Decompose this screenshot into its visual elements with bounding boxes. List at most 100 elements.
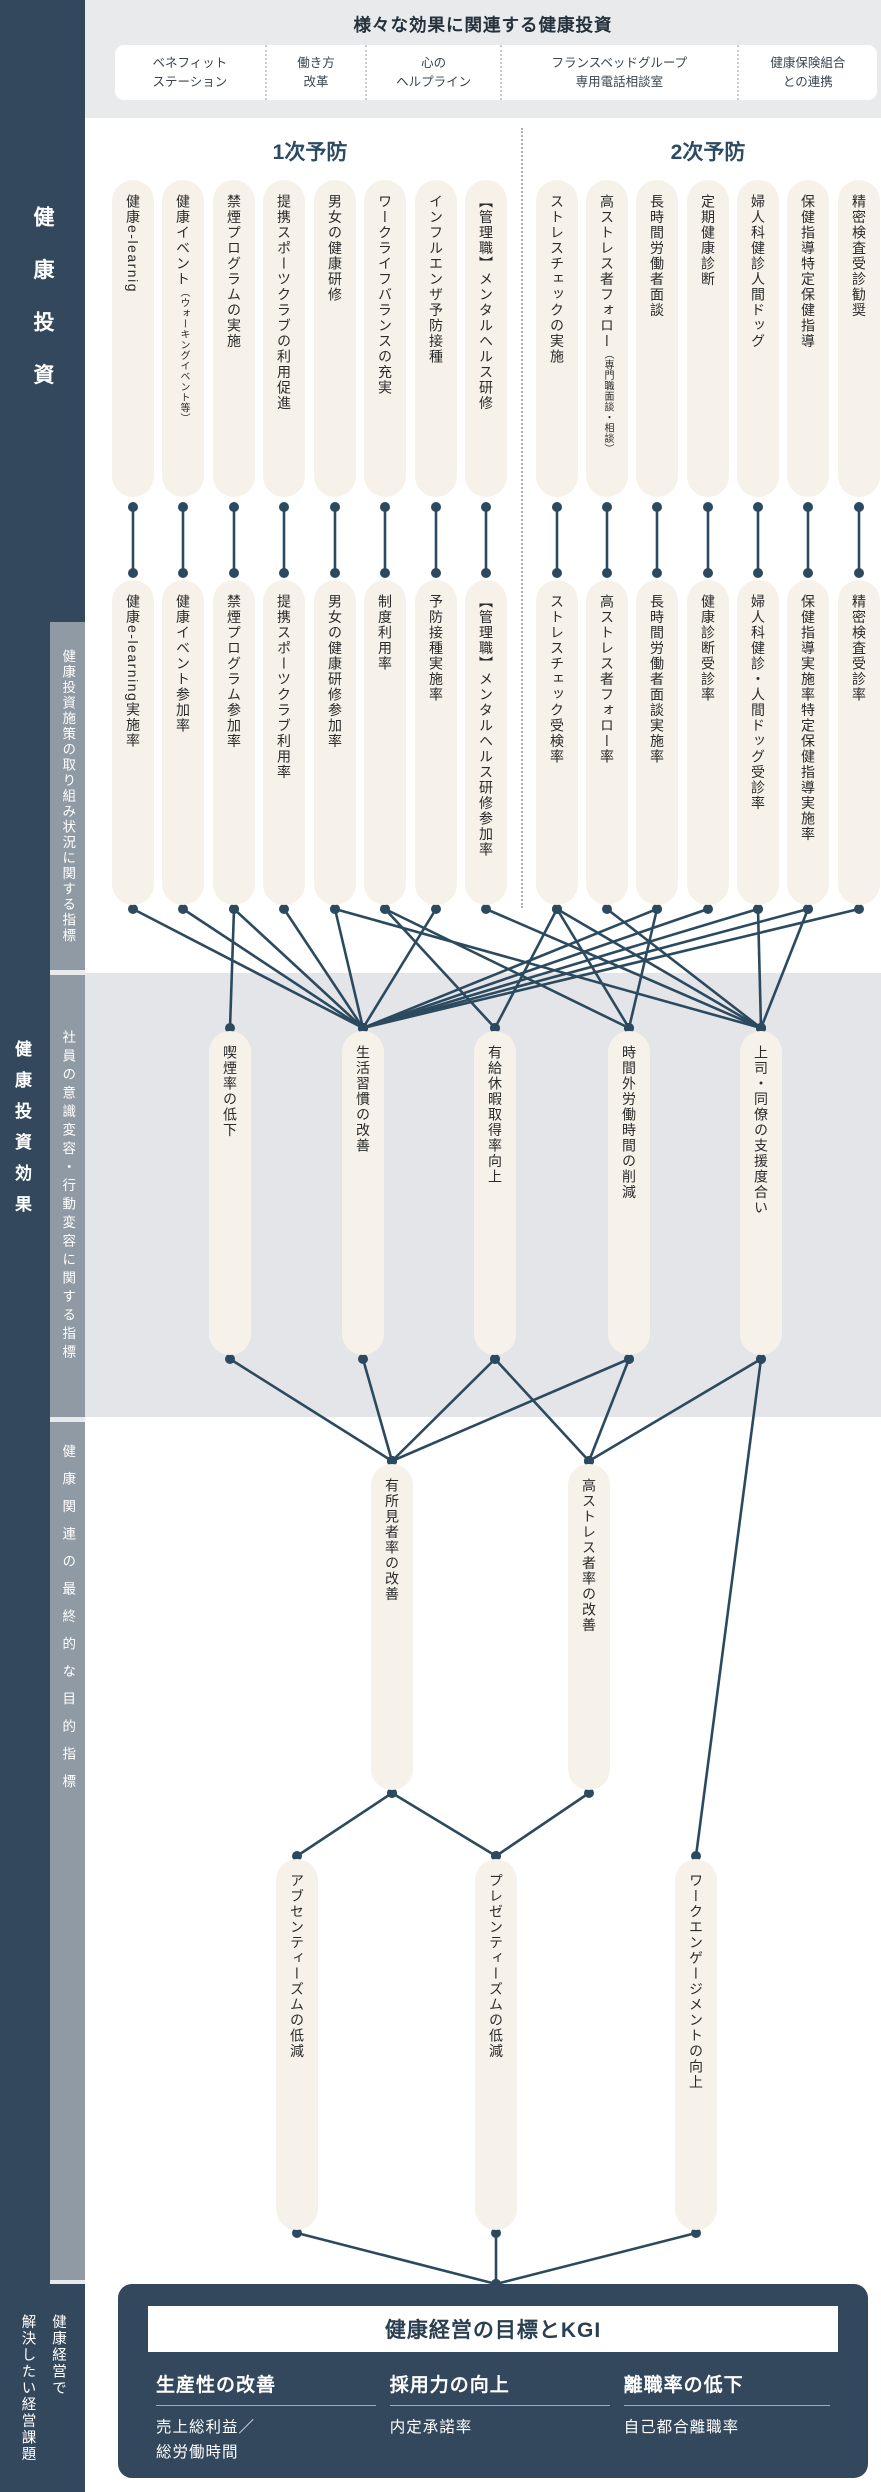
flow-edge-c5-e3 [694, 1358, 763, 1857]
edge-dot [330, 568, 340, 578]
flow-node-b4: 提携スポーツクラブ利用率 [263, 580, 305, 905]
edge-dot [380, 502, 390, 512]
flow-edge-b9-c5 [556, 907, 762, 1030]
flow-node-label: 定期健康診断 [700, 194, 717, 287]
edge-dot [691, 1851, 701, 1861]
edge-dot [490, 1354, 500, 1364]
flow-edge-b6-c3 [384, 908, 496, 1029]
flow-node-c3: 有給休暇取得率向上 [474, 1031, 516, 1355]
flow-node-label: 保健指導特定保健指導 [800, 194, 817, 349]
flow-node-label: 精密検査受診率 [851, 594, 868, 703]
flow-edge-c5-d2 [588, 1357, 762, 1463]
flow-node-e2: プレゼンティーズムの低減 [475, 1859, 517, 2230]
flow-edge-d1-e1 [296, 1791, 393, 1858]
flow-node-label: 長時間労働者面談 [649, 194, 666, 318]
flow-node-a11: 長時間労働者面談 [636, 180, 678, 497]
kgi-heading: 離職率の低下 [623, 2370, 831, 2406]
flow-node-b5: 男女の健康研修参加率 [314, 580, 356, 905]
edge-dot [491, 1851, 501, 1861]
edge-dot [358, 1354, 368, 1364]
flow-node-label: 精密検査受診勧奨 [851, 194, 868, 318]
kgi-heading: 採用力の向上 [389, 2370, 610, 2406]
page-title: 様々な効果に関連する健康投資 [353, 15, 613, 35]
flow-edge-d1-e2 [391, 1791, 497, 1858]
flow-node-a12: 定期健康診断 [687, 180, 729, 497]
flow-node-b3: 禁煙プログラム参加率 [213, 580, 255, 905]
flow-node-a14: 保健指導特定保健指導 [787, 180, 829, 497]
flow-node-a8: 【管理職】メンタルヘルス研修 [465, 180, 507, 497]
edge-dot [330, 904, 340, 914]
edge-dot [691, 2228, 701, 2238]
flow-node-label: ワークエンゲージメントの向上 [688, 1873, 705, 2090]
flow-edge-c2-d1 [361, 1358, 394, 1462]
flow-node-label: アブセンティーズムの低減 [289, 1873, 306, 2059]
flow-node-label: 健康イベント参加率 [175, 594, 192, 734]
edge-dot [387, 1788, 397, 1798]
flow-node-b12: 健康診断受診率 [687, 580, 729, 905]
flow-edge-b8-c5 [485, 907, 762, 1030]
flow-node-a15: 精密検査受診勧奨 [838, 180, 880, 497]
edge-dot [803, 904, 813, 914]
edge-dot [358, 1023, 368, 1033]
flow-node-label: ワークライフバランスの充実 [377, 194, 394, 396]
flow-node-label: プレゼンティーズムの低減 [488, 1873, 505, 2059]
flow-node-b9: ストレスチェック受検率 [536, 580, 578, 905]
program-cell: 健康保険組合 との連携 [736, 45, 877, 100]
flow-node-b8: 【管理職】メンタルヘルス研修参加率 [465, 580, 507, 905]
edge-dot [652, 568, 662, 578]
flow-node-label: 提携スポーツクラブの利用促進 [276, 194, 293, 411]
flow-node-label: 保健指導実施率特定保健指導実施率 [800, 594, 817, 842]
edge-dot [481, 904, 491, 914]
edge-dot [602, 904, 612, 914]
flow-node-label: 禁煙プログラムの実施 [226, 194, 243, 349]
flow-node-c5: 上司・同僚の支援度合い [740, 1031, 782, 1355]
edge-dot [229, 568, 239, 578]
group-header-primary-prevention: 1次予防 [272, 141, 348, 164]
flow-node-sublabel: （専門職面談・相談） [602, 349, 614, 454]
program-card: ベネフィット ステーション 働き方 改革 心の ヘルプライン フランスベッドグループ … [115, 45, 877, 100]
flow-edge-c3-d2 [494, 1358, 590, 1462]
edge-dot [584, 1788, 594, 1798]
edge-dot [854, 904, 864, 914]
edge-dot [652, 904, 662, 914]
edge-dot [753, 568, 763, 578]
edge-dot [387, 1456, 397, 1466]
sidebar-label-behavior-indicators: 社員の意識変容・行動変容に関する指標 [60, 1029, 76, 1363]
sidebar-section-engagement-indicators: 健康投資施策の取り組み状況に関する指標 [50, 622, 85, 970]
flow-node-a7: インフルエンザ予防接種 [415, 180, 457, 497]
flow-node-sublabel: （ウォーキングイベント等） [178, 287, 190, 424]
sidebar-section-final-indicators: 健康関連の最終的な目的指標 [50, 1422, 85, 2280]
flow-node-b10: 高ストレス者フォロー率 [586, 580, 628, 905]
kgi-value: 自己都合離職率 [623, 2419, 740, 2436]
flow-node-a3: 禁煙プログラムの実施 [213, 180, 255, 497]
flow-node-label: 婦人科健診人間ドッグ [750, 194, 767, 349]
flow-edge-b10-c5 [606, 907, 762, 1030]
flow-edge-c1-d1 [229, 1357, 393, 1463]
flow-edge-b13-c5 [756, 908, 763, 1029]
sidebar-outer-column [0, 622, 50, 2492]
flow-node-label: 【管理職】メンタルヘルス研修参加率 [478, 594, 495, 858]
flow-edge-c4-d2 [587, 1358, 631, 1462]
edge-dot [225, 1023, 235, 1033]
edge-dot [803, 568, 813, 578]
flow-edge-b12-c2 [362, 907, 709, 1030]
flow-node-b11: 長時間労働者面談実施率 [636, 580, 678, 905]
edge-dot [431, 904, 441, 914]
flow-edge-d2-e2 [495, 1791, 590, 1858]
kgi-heading: 生産性の改善 [156, 2370, 376, 2406]
flow-node-label: ストレスチェック受検率 [549, 594, 566, 765]
edge-dot [854, 568, 864, 578]
flow-edge-b1-c2 [132, 907, 364, 1030]
kgi-box: 健康経営の目標とKGI 生産性の改善 売上総利益／ 総労働時間 採用力の向上 内… [118, 2284, 868, 2478]
edge-dot [279, 568, 289, 578]
edge-dot [584, 1456, 594, 1466]
flow-edge-b3-c1 [228, 908, 236, 1029]
edge-dot [803, 502, 813, 512]
edge-dot [652, 502, 662, 512]
edge-dot [279, 502, 289, 512]
edge-dot [431, 568, 441, 578]
flow-node-label: 予防接種実施率 [428, 594, 445, 703]
flow-edge-b14-c2 [362, 907, 809, 1030]
flow-node-e1: アブセンティーズムの低減 [276, 1859, 318, 2230]
